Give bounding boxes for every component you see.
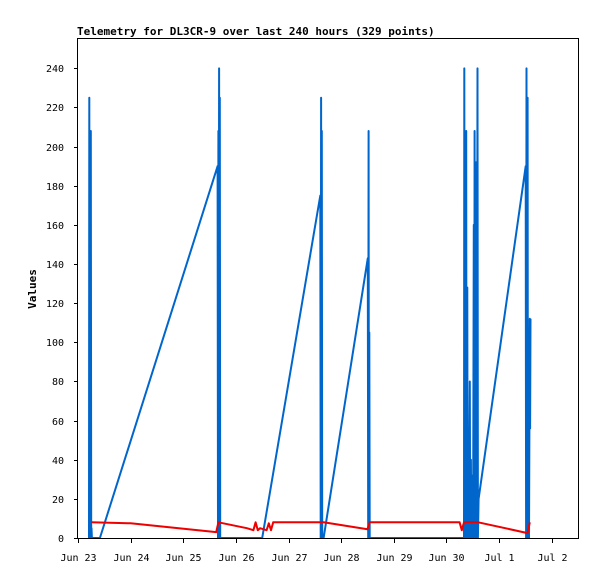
plot-frame — [77, 38, 579, 539]
chart-title: Telemetry for DL3CR-9 over last 240 hour… — [77, 25, 435, 38]
x-tick-label: Jun 23 — [60, 553, 96, 564]
x-tick-label: Jun 26 — [218, 553, 254, 564]
x-tick-label: Jul 1 — [484, 553, 514, 564]
series-line-1 — [88, 67, 532, 539]
y-tick-label: 80 — [52, 377, 64, 388]
y-tick-label: 180 — [46, 182, 64, 193]
x-tick-label: Jul 2 — [537, 553, 567, 564]
y-tick-label: 220 — [46, 103, 64, 114]
y-tick-label: 60 — [52, 417, 64, 428]
x-axis-ticks: Jun 23 Jun 24 Jun 25 Jun 26 Jun 27 Jun 28 Jun … — [60, 538, 568, 564]
y-tick-label: 140 — [46, 260, 64, 271]
y-tick-label: 40 — [52, 456, 64, 467]
y-tick-label: 240 — [46, 64, 64, 75]
y-tick-label: 160 — [46, 221, 64, 232]
y-tick-label: 120 — [46, 299, 64, 310]
y-tick-label: 100 — [46, 338, 64, 349]
y-tick-label: 200 — [46, 143, 64, 154]
x-tick-label: Jun 24 — [113, 553, 149, 564]
x-tick-label: Jun 30 — [428, 553, 464, 564]
x-tick-label: Jun 29 — [376, 553, 412, 564]
y-axis-ticks: 0 20 40 60 80 100 120 140 160 180 200 220 240 — [46, 64, 78, 545]
x-tick-label: Jun 27 — [271, 553, 307, 564]
x-tick-label: Jun 25 — [165, 553, 201, 564]
y-axis-label: Values — [26, 269, 39, 309]
y-tick-label: 20 — [52, 495, 64, 506]
series-layer — [88, 67, 532, 539]
series-line-2 — [91, 521, 531, 535]
y-tick-label: 0 — [58, 534, 64, 545]
x-tick-label: Jun 28 — [323, 553, 359, 564]
